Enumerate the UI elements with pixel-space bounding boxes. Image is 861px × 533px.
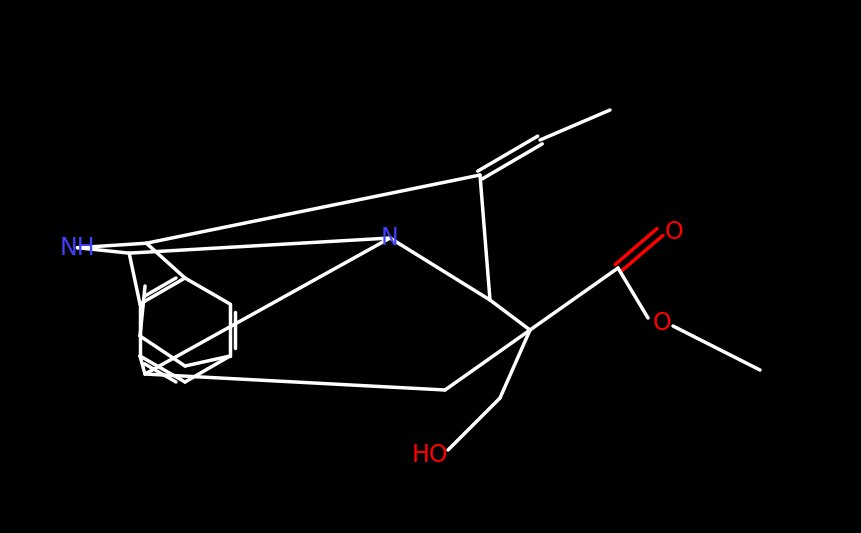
Text: O: O: [652, 311, 671, 335]
Text: N: N: [381, 226, 399, 250]
Text: HO: HO: [412, 443, 448, 467]
Text: O: O: [664, 220, 683, 244]
Text: NH: NH: [59, 236, 96, 260]
